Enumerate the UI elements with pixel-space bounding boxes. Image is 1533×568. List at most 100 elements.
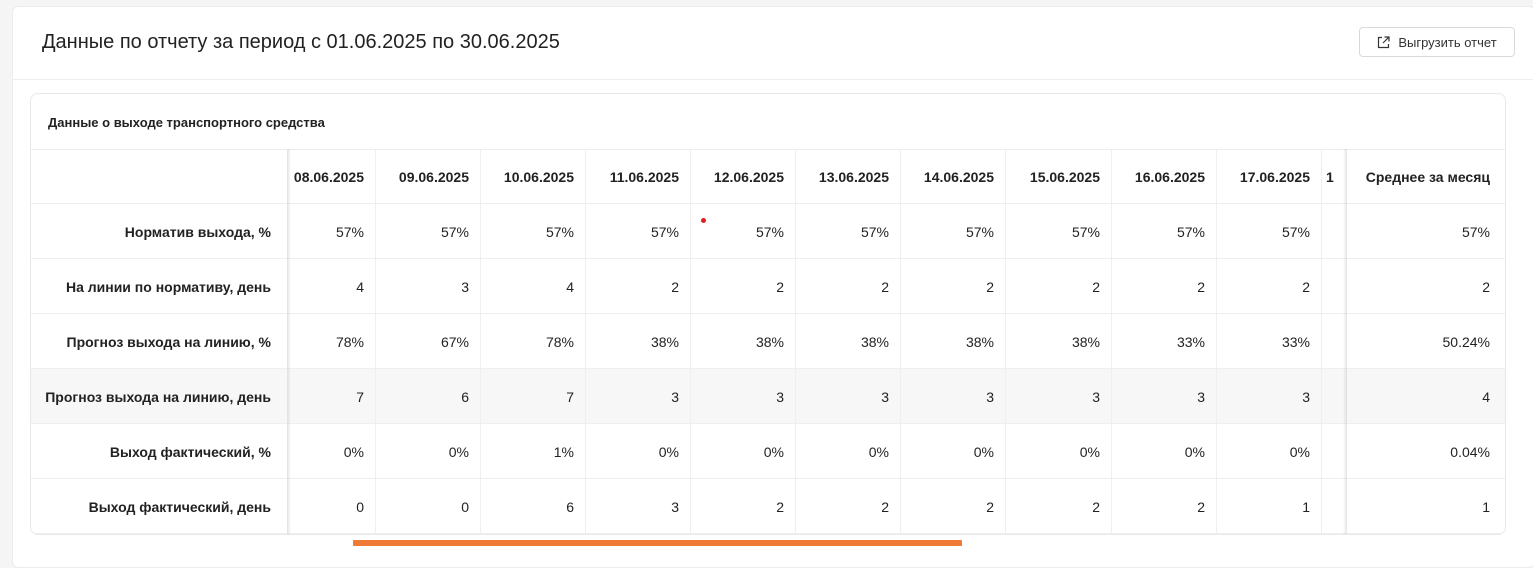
table-cell: 2 bbox=[796, 259, 901, 314]
column-header[interactable]: 1 bbox=[1326, 168, 1334, 185]
table-cell: 7 bbox=[481, 369, 586, 424]
table-cell: 57% bbox=[1112, 204, 1217, 259]
table-cell: 78% bbox=[481, 314, 586, 369]
table-cell: 57% bbox=[691, 204, 796, 259]
page-title: Данные по отчету за период с 01.06.2025 … bbox=[42, 31, 560, 53]
table-cell: 0% bbox=[901, 424, 1006, 479]
column-header[interactable]: 13.06.2025 bbox=[796, 149, 901, 204]
table-cell: 2 bbox=[796, 479, 901, 534]
export-report-label: Выгрузить отчет bbox=[1398, 34, 1497, 50]
table-cell: 4 bbox=[288, 259, 376, 314]
table-cell: 2 bbox=[1112, 479, 1217, 534]
table-cell: 0% bbox=[1217, 424, 1322, 479]
table-cell: 1% bbox=[481, 424, 586, 479]
table-cell: 2 bbox=[1217, 259, 1322, 314]
table-cell: 2 bbox=[901, 479, 1006, 534]
table-cell: 67% bbox=[376, 314, 481, 369]
table-row: Выход фактический, день 0 0 6 3 2 2 2 2 2 1 1 bbox=[31, 479, 1505, 534]
table-cell: 38% bbox=[796, 314, 901, 369]
table-cell: 33% bbox=[1112, 314, 1217, 369]
avg-cell: 0.04% bbox=[1450, 443, 1490, 460]
row-label: Прогноз выхода на линию, % bbox=[31, 314, 288, 369]
table-cell: 57% bbox=[288, 204, 376, 259]
column-header[interactable]: 10.06.2025 bbox=[481, 149, 586, 204]
table-cell: 3 bbox=[901, 369, 1006, 424]
export-report-button[interactable]: Выгрузить отчет bbox=[1359, 27, 1515, 57]
sticky-column-shadow bbox=[288, 149, 291, 534]
avg-cell: 50.24% bbox=[1442, 333, 1490, 350]
table-cell: 3 bbox=[1006, 369, 1112, 424]
row-label: Прогноз выхода на линию, день bbox=[31, 369, 288, 424]
table-row: Прогноз выхода на линию, день 7 6 7 3 3 3 3 3 3 3 4 bbox=[31, 369, 1505, 424]
table-cell: 0 bbox=[288, 479, 376, 534]
table-cell: 2 bbox=[1006, 479, 1112, 534]
horizontal-scrollbar[interactable] bbox=[353, 540, 962, 546]
table-header-row: 08.06.2025 09.06.2025 10.06.2025 11.06.2025… bbox=[31, 149, 1505, 204]
table-cell: 3 bbox=[586, 479, 691, 534]
table-cell: 57% bbox=[376, 204, 481, 259]
table-cell: 78% bbox=[288, 314, 376, 369]
table-cell: 38% bbox=[1006, 314, 1112, 369]
table-cell: 57% bbox=[1006, 204, 1112, 259]
table-cell: 0% bbox=[691, 424, 796, 479]
avg-cell: 4 bbox=[1482, 388, 1490, 405]
column-header[interactable]: 09.06.2025 bbox=[376, 149, 481, 204]
table-cell: 0% bbox=[796, 424, 901, 479]
table-cell: 2 bbox=[1112, 259, 1217, 314]
table-cell: 57% bbox=[1217, 204, 1322, 259]
table-cell: 7 bbox=[288, 369, 376, 424]
table-cell: 3 bbox=[1112, 369, 1217, 424]
table-cell: 0% bbox=[1112, 424, 1217, 479]
table-row: Выход фактический, % 0% 0% 1% 0% 0% 0% 0% 0% 0% 0%… bbox=[31, 424, 1505, 479]
column-header[interactable]: 08.06.2025 bbox=[288, 149, 376, 204]
table-cell: 3 bbox=[376, 259, 481, 314]
header-label-cell bbox=[31, 149, 288, 204]
column-header[interactable]: 17.06.2025 bbox=[1217, 149, 1322, 204]
row-label: Норматив выхода, % bbox=[31, 204, 288, 259]
table-cell: 0% bbox=[1006, 424, 1112, 479]
table-cell: 3 bbox=[1217, 369, 1322, 424]
row-label: Выход фактический, день bbox=[31, 479, 288, 534]
report-header: Данные по отчету за период с 01.06.2025 … bbox=[13, 7, 1533, 80]
external-link-icon bbox=[1378, 35, 1390, 48]
table-cell: 4 bbox=[481, 259, 586, 314]
table-cell: 2 bbox=[1006, 259, 1112, 314]
table-row: На линии по нормативу, день 4 3 4 2 2 2 2 2 2 2 2 bbox=[31, 259, 1505, 314]
table-cell: 6 bbox=[481, 479, 586, 534]
avg-column-shadow bbox=[1343, 149, 1347, 534]
table-cell: 2 bbox=[586, 259, 691, 314]
table-cell: 0 bbox=[376, 479, 481, 534]
table-cell: 6 bbox=[376, 369, 481, 424]
marker-dot bbox=[701, 218, 706, 223]
column-header[interactable]: 14.06.2025 bbox=[901, 149, 1006, 204]
table-cell: 57% bbox=[901, 204, 1006, 259]
table-cell: 57% bbox=[796, 204, 901, 259]
table-cell: 2 bbox=[901, 259, 1006, 314]
vehicle-output-panel: Данные о выходе транспортного средства 0… bbox=[30, 93, 1506, 535]
table-top-border bbox=[31, 149, 1505, 150]
table-cell: 38% bbox=[691, 314, 796, 369]
table-cell: 3 bbox=[691, 369, 796, 424]
avg-cell: 57% bbox=[1461, 223, 1490, 240]
table-cell: 38% bbox=[586, 314, 691, 369]
column-header[interactable]: 15.06.2025 bbox=[1006, 149, 1112, 204]
table-cell: 33% bbox=[1217, 314, 1322, 369]
column-header[interactable]: 16.06.2025 bbox=[1112, 149, 1217, 204]
table-cell: 2 bbox=[691, 259, 796, 314]
table-row: Прогноз выхода на линию, % 78% 67% 78% 38% 38… bbox=[31, 314, 1505, 369]
table-cell: 3 bbox=[796, 369, 901, 424]
avg-cell: 2 bbox=[1482, 278, 1490, 295]
column-header[interactable]: 12.06.2025 bbox=[691, 149, 796, 204]
row-label: Выход фактический, % bbox=[31, 424, 288, 479]
table-cell: 0% bbox=[288, 424, 376, 479]
avg-column-header: Среднее за месяц bbox=[1365, 168, 1490, 185]
table-cell: 0% bbox=[376, 424, 481, 479]
table-cell: 0% bbox=[586, 424, 691, 479]
avg-cell: 1 bbox=[1482, 498, 1490, 515]
table-cell: 57% bbox=[481, 204, 586, 259]
table-cell: 38% bbox=[901, 314, 1006, 369]
table-cell: 3 bbox=[586, 369, 691, 424]
section-title: Данные о выходе транспортного средства bbox=[48, 115, 325, 130]
table-cell: 2 bbox=[691, 479, 796, 534]
column-header[interactable]: 11.06.2025 bbox=[586, 149, 691, 204]
